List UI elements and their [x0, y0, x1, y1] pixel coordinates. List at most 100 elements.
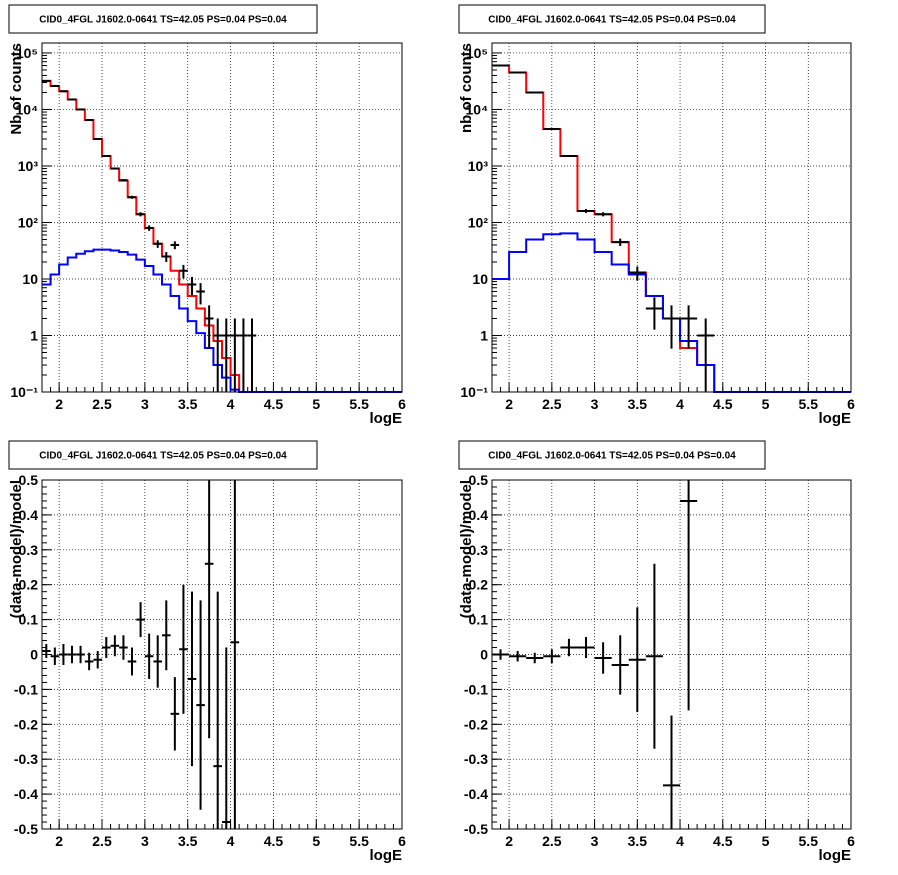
- data-point: [239, 318, 248, 392]
- data-point: [84, 119, 94, 122]
- data-point: [509, 651, 527, 662]
- y-tick-label: 1: [30, 327, 38, 343]
- y-tick-label: -0.4: [14, 786, 38, 802]
- x-tick-label: 2.5: [92, 396, 112, 412]
- data-point: [680, 305, 698, 349]
- x-tick-label: 3.5: [178, 396, 198, 412]
- data-point: [611, 635, 629, 695]
- y-tick-label: -0.1: [14, 681, 38, 697]
- y-tick-label: 10³: [18, 158, 39, 174]
- x-tick-label: 5.5: [349, 833, 369, 849]
- data-point: [42, 644, 51, 658]
- y-tick-label: 10⁴: [16, 101, 39, 117]
- x-axis-label: logE: [819, 847, 852, 864]
- data-point: [136, 602, 145, 638]
- y-tick-label: -0.2: [14, 716, 38, 732]
- x-tick-label: 3: [141, 833, 149, 849]
- x-tick-label: 3.5: [628, 396, 648, 412]
- data-point: [102, 637, 111, 658]
- plot-frame: [41, 42, 403, 393]
- data-point: [170, 241, 180, 250]
- data-point: [187, 277, 197, 296]
- plot-frame: [41, 479, 403, 830]
- data-point: [59, 644, 68, 665]
- data-point: [628, 266, 646, 281]
- data-point: [153, 635, 162, 688]
- data-point: [67, 645, 77, 664]
- data-point: [110, 167, 120, 170]
- data-point: [84, 652, 94, 671]
- data-point: [76, 645, 85, 664]
- x-axis-label: logE: [370, 847, 403, 864]
- data-point: [213, 591, 222, 829]
- y-tick-label: 1: [480, 327, 488, 343]
- y-tick-label: 10: [472, 271, 488, 287]
- y-tick-label: 10⁻¹: [460, 384, 488, 400]
- data-point: [187, 591, 197, 767]
- y-tick-label: 0.2: [19, 577, 39, 593]
- x-tick-label: 5: [762, 833, 770, 849]
- y-tick-label: 0.1: [19, 612, 39, 628]
- data-point: [594, 642, 612, 674]
- x-tick-label: 4.5: [713, 396, 733, 412]
- y-tick-label: 10⁵: [16, 45, 38, 61]
- data-point: [645, 297, 663, 330]
- chart-title: CID0_4FGL J1602.0-0641 TS=42.05 PS=0.04 …: [488, 451, 736, 462]
- data-point: [697, 318, 715, 392]
- data-point: [680, 480, 698, 711]
- y-axis-label: Nb of counts: [8, 43, 25, 135]
- data-point: [577, 637, 595, 658]
- y-tick-label: 0: [30, 647, 38, 663]
- data-point: [93, 138, 102, 141]
- data-point: [230, 480, 240, 829]
- plot-area: [42, 43, 402, 392]
- data-point: [153, 240, 162, 248]
- y-axis-label: (data-model)/model: [8, 480, 25, 618]
- y-tick-label: 10³: [468, 158, 489, 174]
- data-point: [127, 647, 137, 676]
- data-point: [179, 584, 188, 714]
- data-point: [662, 305, 681, 349]
- x-tick-label: 3: [141, 396, 149, 412]
- y-tick-label: 0.4: [19, 507, 39, 523]
- x-tick-label: 5.5: [799, 396, 819, 412]
- x-axis-label: logE: [819, 410, 852, 427]
- x-tick-label: 2: [55, 833, 63, 849]
- x-tick-label: 5.5: [349, 396, 369, 412]
- x-tick-label: 6: [847, 396, 855, 412]
- y-tick-label: -0.3: [464, 751, 488, 767]
- y-tick-label: 0.4: [469, 507, 489, 523]
- y-tick-label: 0.2: [469, 577, 489, 593]
- chart-title: CID0_4FGL J1602.0-0641 TS=42.05 PS=0.04 …: [488, 15, 736, 26]
- data-point: [136, 212, 145, 217]
- chart-title-box: [8, 440, 318, 470]
- x-tick-label: 3: [591, 396, 599, 412]
- data-point: [110, 635, 120, 657]
- chart-panel-3: CID0_4FGL J1602.0-0641 TS=42.05 PS=0.04 …: [8, 440, 406, 864]
- data-point: [577, 209, 595, 213]
- data-point: [611, 238, 629, 247]
- chart-title: CID0_4FGL J1602.0-0641 TS=42.05 PS=0.04 …: [39, 15, 287, 26]
- x-tick-label: 5: [762, 396, 770, 412]
- y-tick-label: -0.3: [14, 751, 38, 767]
- data-point: [196, 600, 205, 810]
- y-tick-label: 0.5: [469, 472, 489, 488]
- x-axis-label: logE: [370, 410, 403, 427]
- data-point: [247, 318, 257, 392]
- data-point: [628, 607, 646, 713]
- x-tick-label: 2.5: [542, 396, 562, 412]
- x-tick-label: 5.5: [799, 833, 819, 849]
- x-tick-label: 3: [591, 833, 599, 849]
- y-tick-label: 10⁻¹: [10, 384, 38, 400]
- data-point: [196, 283, 205, 305]
- y-tick-label: -0.5: [14, 821, 38, 837]
- data-point: [543, 649, 561, 664]
- x-tick-label: 6: [398, 833, 406, 849]
- data-point: [222, 318, 231, 392]
- plot-frame: [491, 479, 852, 830]
- y-tick-label: 10: [22, 271, 38, 287]
- x-tick-label: 4.5: [264, 833, 284, 849]
- x-tick-label: 5: [312, 833, 320, 849]
- data-point: [119, 179, 128, 182]
